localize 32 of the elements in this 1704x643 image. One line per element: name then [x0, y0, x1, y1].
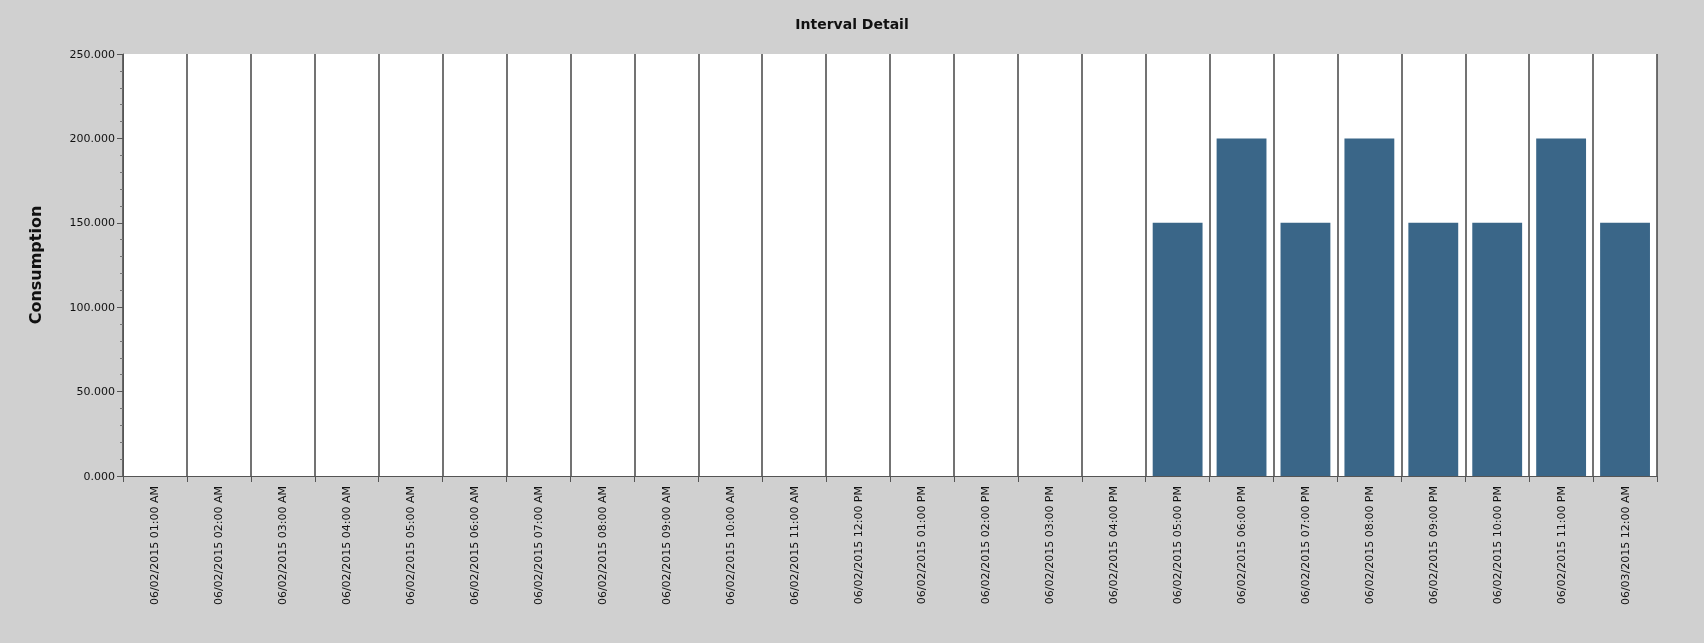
x-tick-label: 06/02/2015 09:00 AM [659, 486, 673, 606]
x-tick-label: 06/02/2015 04:00 AM [340, 486, 354, 606]
x-tick-label: 06/02/2015 07:00 PM [1298, 486, 1312, 605]
x-tick-label: 06/02/2015 11:00 PM [1554, 486, 1568, 605]
x-tick-label: 06/02/2015 01:00 AM [148, 486, 162, 606]
y-tick-label: 200.000 [69, 131, 115, 145]
x-tick-label: 06/02/2015 02:00 PM [979, 486, 993, 605]
x-tick-label: 06/02/2015 10:00 PM [1490, 486, 1504, 605]
x-tick-label: 06/02/2015 08:00 AM [595, 486, 609, 606]
y-tick-label: 100.000 [69, 300, 115, 314]
x-tick-label: 06/03/2015 12:00 AM [1618, 486, 1632, 606]
x-tick-label: 06/02/2015 06:00 AM [468, 486, 482, 606]
x-tick-label: 06/02/2015 02:00 AM [212, 486, 226, 606]
y-tick-label: 0.000 [83, 469, 115, 483]
x-tick-label: 06/02/2015 12:00 PM [851, 486, 865, 605]
chart-title: Interval Detail [795, 16, 909, 32]
x-tick-label: 06/02/2015 10:00 AM [723, 486, 737, 606]
x-tick-label: 06/02/2015 03:00 AM [276, 486, 290, 606]
x-tick-label: 06/02/2015 11:00 AM [787, 486, 801, 606]
x-tick-label: 06/02/2015 05:00 PM [1171, 486, 1185, 605]
x-tick-label: 06/02/2015 01:00 PM [915, 486, 929, 605]
y-tick-label: 250.000 [69, 47, 115, 61]
y-tick-label: 150.000 [69, 216, 115, 230]
x-tick-label: 06/02/2015 09:00 PM [1426, 486, 1440, 605]
y-axis-title: Consumption [25, 205, 45, 325]
y-tick-label: 50.000 [76, 385, 115, 399]
x-tick-label: 06/02/2015 06:00 PM [1235, 486, 1249, 605]
x-tick-label: 06/02/2015 03:00 PM [1043, 486, 1057, 605]
x-tick-label: 06/02/2015 05:00 AM [404, 486, 418, 606]
x-tick-label: 06/02/2015 04:00 PM [1107, 486, 1121, 605]
x-tick-label: 06/02/2015 07:00 AM [531, 486, 545, 606]
x-tick-label: 06/02/2015 08:00 PM [1362, 486, 1376, 605]
